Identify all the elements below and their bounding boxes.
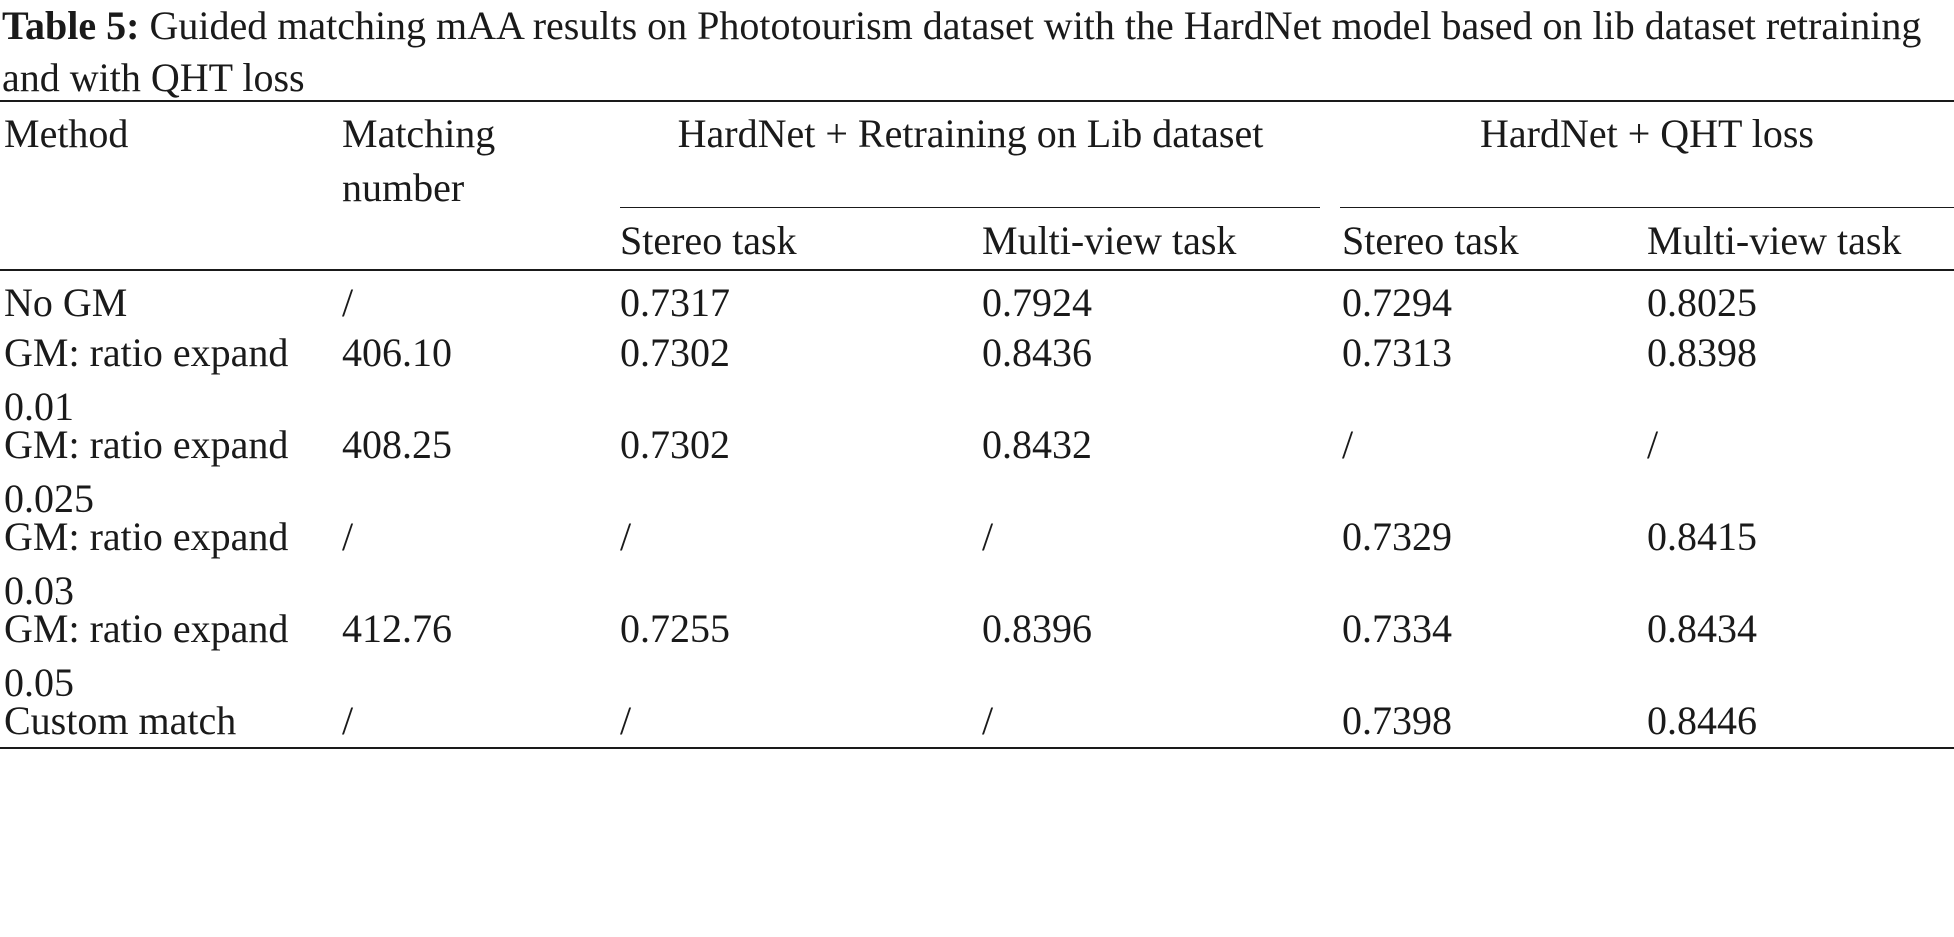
row3-retrain-multiview: 0.8432: [982, 422, 1092, 467]
header-group-retraining: HardNet + Retraining on Lib dataset: [677, 111, 1264, 156]
subheader-retrain-multiview: Multi-view task: [982, 218, 1237, 263]
row4-method: GM: ratio expand 0.03: [4, 514, 289, 613]
table-caption: Table 5: Guided matching mAA results on …: [2, 0, 1952, 104]
row6-method: Custom match: [4, 698, 237, 743]
row5-method: GM: ratio expand 0.05: [4, 606, 289, 705]
row2-retrain-stereo: 0.7302: [620, 330, 730, 375]
row5-qht-multiview: 0.8434: [1647, 606, 1757, 651]
row1-retrain-stereo: 0.7317: [620, 280, 730, 325]
header-method: Method: [4, 111, 129, 156]
row1-retrain-multiview: 0.7924: [982, 280, 1092, 325]
row2-method: GM: ratio expand 0.01: [4, 330, 289, 429]
row4-retrain-multiview: /: [982, 514, 994, 559]
row4-retrain-stereo: /: [620, 514, 632, 559]
header-rule: [0, 269, 1954, 271]
row6-matching-number: /: [342, 698, 354, 743]
header-group-qht: HardNet + QHT loss: [1479, 111, 1814, 156]
row4-qht-multiview: 0.8415: [1647, 514, 1757, 559]
row5-retrain-multiview: 0.8396: [982, 606, 1092, 651]
row6-retrain-stereo: /: [620, 698, 632, 743]
row6-retrain-multiview: /: [982, 698, 994, 743]
row1-qht-stereo: 0.7294: [1342, 280, 1452, 325]
row3-qht-multiview: /: [1647, 422, 1659, 467]
bottom-rule: [0, 747, 1954, 749]
row3-retrain-stereo: 0.7302: [620, 422, 730, 467]
row2-retrain-multiview: 0.8436: [982, 330, 1092, 375]
row5-matching-number: 412.76: [342, 606, 452, 651]
caption-text: Guided matching mAA results on Phototour…: [2, 3, 1922, 100]
row3-qht-stereo: /: [1342, 422, 1354, 467]
row3-matching-number: 408.25: [342, 422, 452, 467]
row6-qht-multiview: 0.8446: [1647, 698, 1757, 743]
row4-qht-stereo: 0.7329: [1342, 514, 1452, 559]
top-rule: [0, 100, 1954, 102]
row6-qht-stereo: 0.7398: [1342, 698, 1452, 743]
subheader-retrain-stereo: Stereo task: [620, 218, 797, 263]
row2-qht-multiview: 0.8398: [1647, 330, 1757, 375]
row5-qht-stereo: 0.7334: [1342, 606, 1452, 651]
row1-qht-multiview: 0.8025: [1647, 280, 1757, 325]
group-rule-retraining: [620, 207, 1320, 208]
row1-method: No GM: [4, 280, 128, 325]
row5-retrain-stereo: 0.7255: [620, 606, 730, 651]
row3-method: GM: ratio expand 0.025: [4, 422, 289, 521]
row2-matching-number: 406.10: [342, 330, 452, 375]
caption-label: Table 5:: [2, 3, 140, 48]
header-matching-number: Matching number: [342, 111, 496, 210]
subheader-qht-multiview: Multi-view task: [1647, 218, 1902, 263]
row2-qht-stereo: 0.7313: [1342, 330, 1452, 375]
row1-matching-number: /: [342, 280, 354, 325]
group-rule-qht: [1340, 207, 1954, 208]
subheader-qht-stereo: Stereo task: [1342, 218, 1519, 263]
row4-matching-number: /: [342, 514, 354, 559]
